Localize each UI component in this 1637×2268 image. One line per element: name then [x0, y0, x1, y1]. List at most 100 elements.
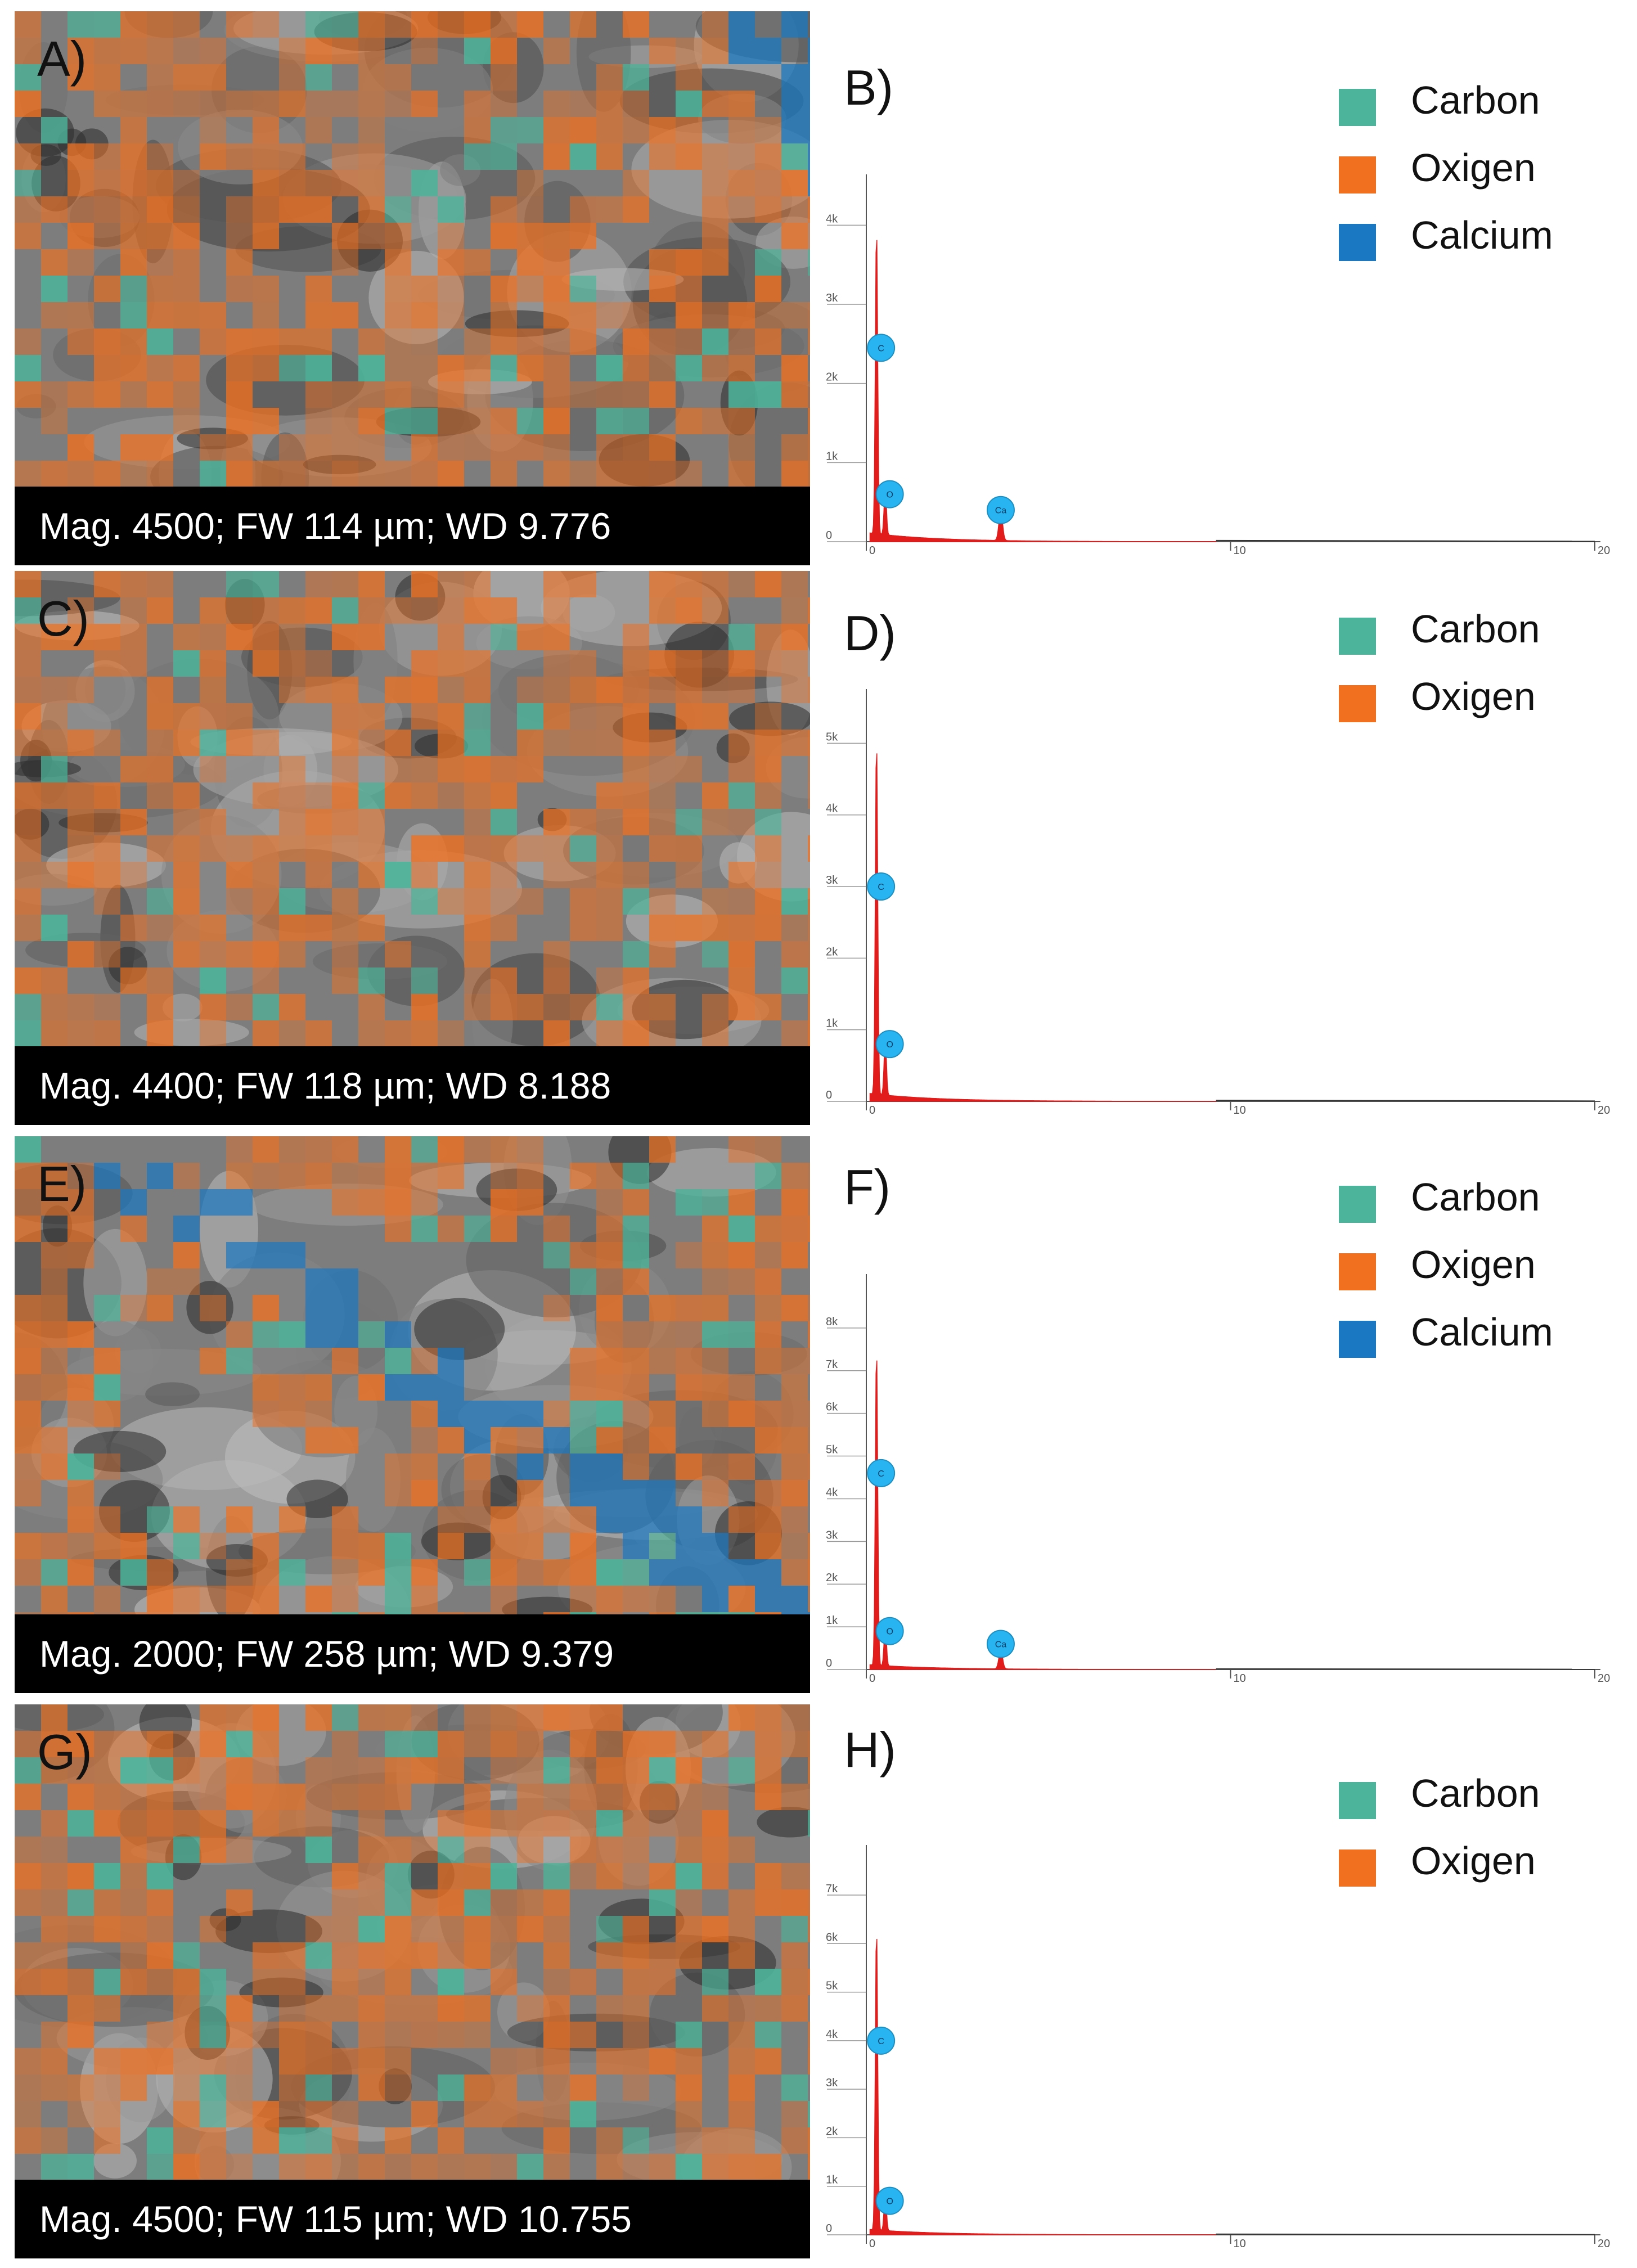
panel-letter: G) — [37, 1724, 92, 1780]
svg-text:C: C — [878, 1469, 884, 1479]
y-tick-label: 4k — [826, 2028, 838, 2041]
legend-label: Carbon — [1411, 1175, 1540, 1219]
y-tick-label: 7k — [826, 1358, 838, 1371]
figure-row-e-f: E) Mag. 2000; FW 258 µm; WD 9.379 F) Car… — [0, 1136, 1637, 1693]
peak-marker-o: O — [875, 1617, 904, 1645]
legend-swatch — [1339, 89, 1376, 126]
x-tick-label: 20 — [1598, 2238, 1610, 2250]
y-tick-label: 3k — [826, 874, 838, 886]
spectrum-tail — [1216, 1100, 1595, 1102]
y-tick-label: 5k — [826, 731, 838, 743]
spectrum-tail — [1216, 2233, 1595, 2235]
peak-marker-c: C — [867, 1459, 896, 1487]
legend-label: Oxigen — [1411, 146, 1536, 190]
legend-swatch — [1339, 224, 1376, 261]
x-tick-label: 10 — [1234, 544, 1246, 557]
sem-image-a: A) Mag. 4500; FW 114 µm; WD 9.776 — [15, 11, 810, 565]
legend-label: Oxigen — [1411, 1839, 1536, 1883]
y-tick-label: 3k — [826, 1529, 838, 1541]
eds-spectrum-h: 0 1k 2k 3k 4k 5k 6k 7k 0 10 20 C O — [810, 1839, 1631, 2258]
peak-marker-c: C — [867, 2026, 896, 2055]
y-tick-label: 5k — [826, 1444, 838, 1456]
y-tick-label: 7k — [826, 1883, 838, 1895]
panel-letter: E) — [37, 1156, 87, 1212]
figure-row-g-h: G) Mag. 4500; FW 115 µm; WD 10.755 H) Ca… — [0, 1704, 1637, 2258]
sem-caption: Mag. 2000; FW 258 µm; WD 9.379 — [15, 1614, 810, 1693]
y-tick-label: 0 — [826, 529, 832, 542]
svg-text:Ca: Ca — [995, 506, 1007, 516]
y-tick-label: 6k — [826, 1931, 838, 1943]
x-tick-label: 0 — [869, 1672, 875, 1685]
eds-spectrum-b: 0 1k 2k 3k 4k 0 10 20 C O Ca — [810, 169, 1631, 565]
legend-swatch — [1339, 685, 1376, 722]
legend-label: Calcium — [1411, 213, 1553, 257]
y-tick-label: 3k — [826, 292, 838, 304]
spectrum-trace — [869, 753, 1217, 1102]
legend-label: Oxigen — [1411, 674, 1536, 718]
svg-text:Ca: Ca — [995, 1640, 1007, 1649]
legend-swatch — [1339, 1186, 1376, 1223]
y-tick-label: 6k — [826, 1401, 838, 1414]
y-tick-label: 1k — [826, 1614, 838, 1627]
spectrum-chart: 0 1k 2k 3k 4k 0 10 20 C O Ca — [826, 174, 1610, 557]
y-tick-label: 2k — [826, 946, 838, 958]
legend-swatch — [1339, 1782, 1376, 1819]
panel-letter: C) — [37, 591, 89, 646]
figure-row-c-d: C) Mag. 4400; FW 118 µm; WD 8.188 D) Car… — [0, 571, 1637, 1125]
spectrum-chart: 0 1k 2k 3k 4k 5k 6k 7k 0 10 20 C O — [826, 1845, 1610, 2250]
x-tick-label: 20 — [1598, 1672, 1610, 1685]
legend-label: Carbon — [1411, 78, 1540, 122]
x-tick-label: 0 — [869, 2238, 875, 2250]
sem-texture — [15, 11, 810, 524]
sem-texture — [15, 1136, 810, 1671]
svg-text:O: O — [886, 2197, 893, 2207]
y-tick-label: 1k — [826, 2174, 838, 2186]
legend-label: Carbon — [1411, 607, 1540, 651]
peak-marker-ca: Ca — [986, 496, 1015, 524]
x-tick-label: 10 — [1234, 1104, 1246, 1117]
y-tick-label: 0 — [826, 1657, 832, 1670]
sem-texture — [15, 1704, 810, 2216]
svg-text:O: O — [886, 1627, 893, 1637]
peak-marker-c: C — [867, 872, 896, 901]
legend-swatch — [1339, 156, 1376, 194]
sem-image-g: G) Mag. 4500; FW 115 µm; WD 10.755 — [15, 1704, 810, 2258]
panel-letter: F) — [844, 1159, 891, 1215]
panel-letter: B) — [844, 60, 893, 115]
legend-swatch — [1339, 1253, 1376, 1290]
y-tick-label: 0 — [826, 1089, 832, 1101]
spectrum-trace — [869, 240, 1217, 542]
x-tick-label: 0 — [869, 544, 875, 557]
peak-marker-c: C — [867, 334, 896, 362]
panel-letter: H) — [844, 1722, 896, 1778]
y-tick-label: 8k — [826, 1316, 838, 1328]
y-tick-label: 2k — [826, 371, 838, 384]
spectrum-trace — [869, 1360, 1216, 1670]
sem-texture — [15, 571, 810, 1068]
svg-text:C: C — [878, 883, 884, 892]
y-tick-label: 3k — [826, 2077, 838, 2089]
y-tick-label: 1k — [826, 450, 838, 462]
figure-row-a-b: A) Mag. 4500; FW 114 µm; WD 9.776 B) Car… — [0, 11, 1637, 565]
x-tick-label: 0 — [869, 1104, 875, 1117]
x-tick-label: 10 — [1234, 2238, 1246, 2250]
spectrum-tail — [1216, 1668, 1595, 1670]
svg-text:O: O — [886, 490, 893, 500]
eds-spectrum-f: 0 1k 2k 3k 4k 5k 6k 7k 8k 0 10 20 C O Ca — [810, 1268, 1631, 1693]
peak-marker-o: O — [875, 480, 904, 508]
spectrum-chart: 0 1k 2k 3k 4k 5k 0 10 20 C O — [826, 689, 1610, 1117]
panel-letter: D) — [844, 605, 896, 661]
legend-swatch — [1339, 618, 1376, 655]
panel-letter: A) — [37, 31, 87, 87]
svg-text:C: C — [878, 2037, 884, 2046]
svg-text:O: O — [886, 1040, 893, 1050]
sem-caption: Mag. 4500; FW 114 µm; WD 9.776 — [15, 487, 810, 565]
y-tick-label: 4k — [826, 1486, 838, 1498]
legend-label: Oxigen — [1411, 1243, 1536, 1286]
spectrum-trace — [869, 1938, 1216, 2235]
eds-spectrum-d: 0 1k 2k 3k 4k 5k 0 10 20 C O — [810, 683, 1631, 1125]
peak-marker-o: O — [875, 2186, 904, 2215]
x-tick-label: 20 — [1598, 1104, 1610, 1117]
y-tick-label: 5k — [826, 1980, 838, 1992]
x-tick-label: 20 — [1598, 544, 1610, 557]
